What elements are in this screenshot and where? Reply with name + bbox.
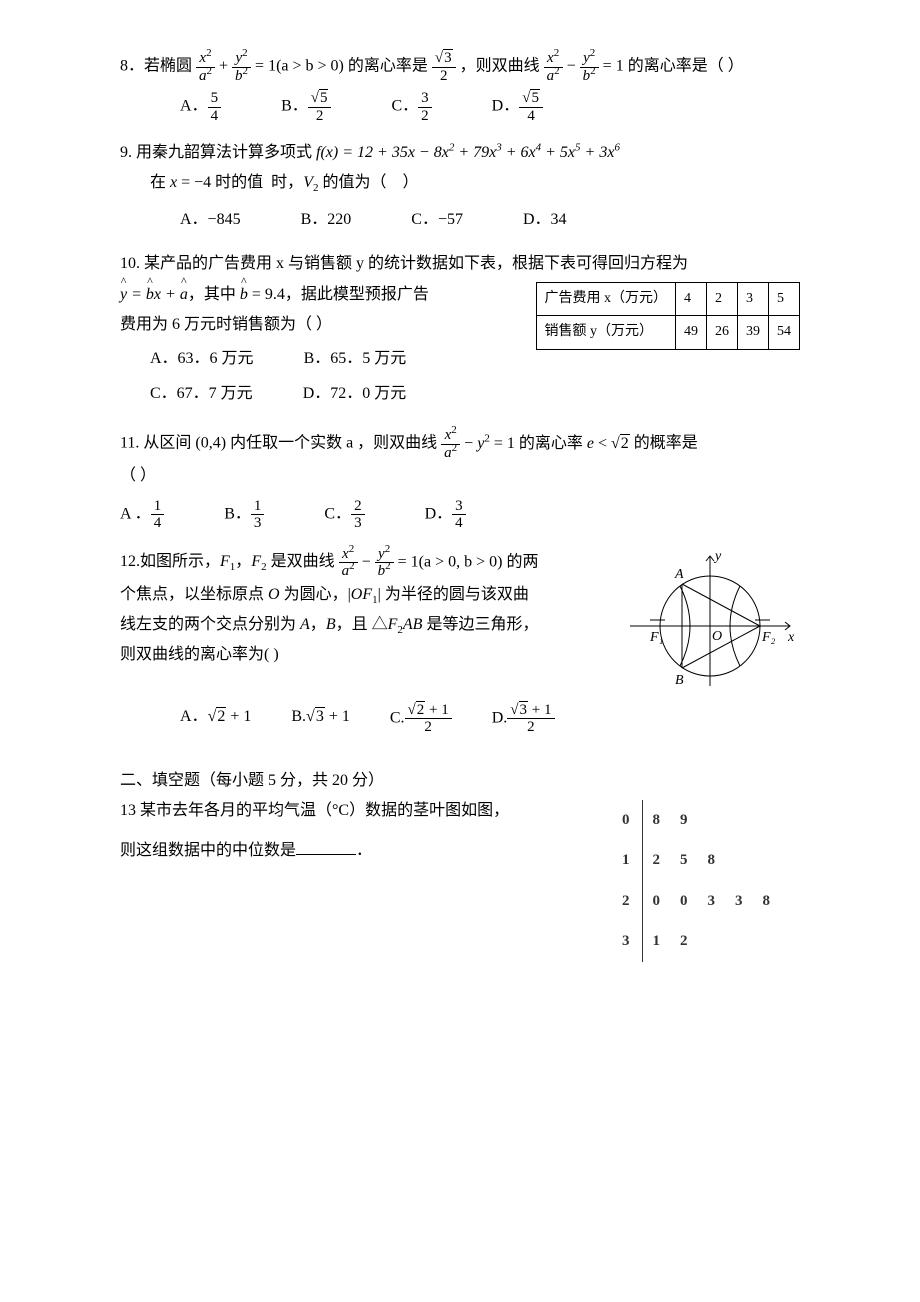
q8-opt-d: D．54 (492, 90, 543, 124)
q12-text2: 个焦点，以坐标原点 O 为圆心，|OF1| 为半径的圆与该双曲 (120, 580, 540, 610)
q12-opt-d: D.3 + 12 (492, 702, 555, 736)
q11-opt-a: A ．14 (120, 498, 164, 532)
stemleaf-row: 200338 (612, 881, 780, 922)
question-8: 8．若椭圆 x2a2 + y2b2 = 1(a > b > 0) 的离心率是 3… (120, 50, 800, 124)
q10-x2: 2 (707, 282, 738, 316)
q9-text1: 9. 用秦九韶算法计算多项式 (120, 144, 316, 161)
q12-opt-a: A．2 + 1 (180, 702, 251, 736)
q10-y2: 26 (707, 316, 738, 350)
q11-paren: （ ） (120, 461, 800, 491)
q13-text2: 则这组数据中的中位数是 (120, 842, 296, 859)
q12-frac1: x2a2 (339, 546, 358, 580)
q8-frac4: y2b2 (580, 50, 599, 84)
q11-options: A ．14 B．13 C．23 D．34 (120, 498, 800, 532)
table-row: 广告费用 x（万元） 4 2 3 5 (536, 282, 800, 316)
q13-blank (296, 838, 356, 855)
fig-label-F1: F₁ (649, 630, 663, 645)
q8-mid: ，则双曲线 (460, 58, 544, 75)
q9-options: A．−845 B．220 C．−57 D．34 (180, 205, 800, 235)
fig-label-y: y (713, 549, 722, 564)
q10-table: 广告费用 x（万元） 4 2 3 5 销售额 y（万元） 49 26 39 54 (536, 282, 801, 350)
question-9: 9. 用秦九韶算法计算多项式 f(x) = 12 + 35x − 8x2 + 7… (120, 138, 800, 235)
q10-th-x: 广告费用 x（万元） (536, 282, 676, 316)
hyperbola-figure: y x A B O F₁ F₂ (620, 546, 800, 696)
q8-prefix: 8．若椭圆 (120, 58, 196, 75)
q10-th-y: 销售额 y（万元） (536, 316, 676, 350)
question-12: y x A B O F₁ F₂ 12.如图所示，F1，F2 是双曲线 x2a2 … (120, 546, 800, 736)
q11-opt-d: D．34 (425, 498, 466, 532)
q8-ecc: 32 (432, 50, 456, 84)
q10-opt-d: D．72．0 万元 (303, 379, 407, 409)
q9-opt-a: A．−845 (180, 205, 241, 235)
q9-poly: f(x) = 12 + 35x − 8x2 + 79x3 + 6x4 + 5x5… (316, 144, 620, 161)
table-row: 销售额 y（万元） 49 26 39 54 (536, 316, 800, 350)
question-10: 10. 某产品的广告费用 x 与销售额 y 的统计数据如下表，根据下表可得回归方… (120, 249, 800, 413)
q8-frac2: y2b2 (232, 50, 251, 84)
q12-opt-b: B.3 + 1 (291, 702, 349, 736)
fig-label-x: x (787, 630, 795, 645)
q12-opt-c: C.2 + 12 (390, 702, 452, 736)
q8-cond: = 1(a > b > 0) 的离心率是 (255, 58, 432, 75)
stemleaf-row: 089 (612, 800, 780, 841)
stem-leaf-plot: 089 1258 200338 312 (612, 800, 780, 962)
q12-text4: 则双曲线的离心率为( ) (120, 640, 540, 670)
q10-x1: 4 (676, 282, 707, 316)
q10-y1: 49 (676, 316, 707, 350)
q10-line1: 10. 某产品的广告费用 x 与销售额 y 的统计数据如下表，根据下表可得回归方… (120, 249, 800, 279)
q8-frac1: x2a2 (196, 50, 215, 84)
q13-period: ． (356, 842, 372, 859)
q10-opt-a: A．63．6 万元 (150, 344, 254, 374)
q10-x4: 5 (769, 282, 800, 316)
q8-opt-c: C．32 (391, 90, 431, 124)
fig-label-O: O (712, 629, 722, 644)
fig-label-B: B (675, 673, 684, 688)
q11-opt-b: B．13 (224, 498, 264, 532)
q8-opt-b: B．52 (281, 90, 331, 124)
q12-frac2: y2b2 (375, 546, 394, 580)
q10-opt-b: B．65．5 万元 (304, 344, 407, 374)
q11-sqrt2: 2 (611, 429, 630, 459)
q11-text1: 11. 从区间 (0,4) 内任取一个实数 a ，则双曲线 (120, 435, 441, 452)
q10-y3: 39 (738, 316, 769, 350)
stemleaf-row: 1258 (612, 840, 780, 881)
section-2-title: 二、填空题（每小题 5 分，共 20 分） (120, 766, 800, 796)
q8-frac3: x2a2 (544, 50, 563, 84)
q12-text1: 12.如图所示，F1，F2 是双曲线 (120, 553, 339, 570)
fig-label-F2: F₂ (761, 630, 776, 645)
q8-options: A．54 B．52 C．32 D．54 (180, 90, 800, 124)
q11-frac: x2a2 (441, 427, 460, 461)
q9-line2: 在 x = −4 时的值 时，V2 的值为（ ） (150, 174, 418, 191)
q10-y4: 54 (769, 316, 800, 350)
q12-options: A．2 + 1 B.3 + 1 C.2 + 12 D.3 + 12 (180, 702, 800, 736)
q9-opt-c: C．−57 (411, 205, 463, 235)
q12-cond: = 1(a > 0, b > 0) 的两 (398, 553, 539, 570)
q10-options: A．63．6 万元 B．65．5 万元 C．67．7 万元 D．72．0 万元 (150, 344, 800, 409)
q10-opt-c: C．67．7 万元 (150, 379, 253, 409)
q8-opt-a: A．54 (180, 90, 221, 124)
question-11: 11. 从区间 (0,4) 内任取一个实数 a ，则双曲线 x2a2 − y2 … (120, 427, 800, 531)
q10-x3: 3 (738, 282, 769, 316)
q11-opt-c: C．23 (324, 498, 364, 532)
q9-opt-d: D．34 (523, 205, 567, 235)
fig-label-A: A (674, 567, 684, 582)
q12-text3: 线左支的两个交点分别为 A，B，且 △F2AB 是等边三角形， (120, 610, 540, 640)
q11-text3: 的概率是 (634, 435, 698, 452)
q8-tail: = 1 的离心率是（ ） (603, 58, 744, 75)
stemleaf-row: 312 (612, 921, 780, 962)
question-13: 089 1258 200338 312 13 某市去年各月的平均气温（°C）数据… (120, 796, 800, 962)
q11-text2: − y2 = 1 的离心率 e < (464, 435, 611, 452)
q9-opt-b: B．220 (301, 205, 352, 235)
